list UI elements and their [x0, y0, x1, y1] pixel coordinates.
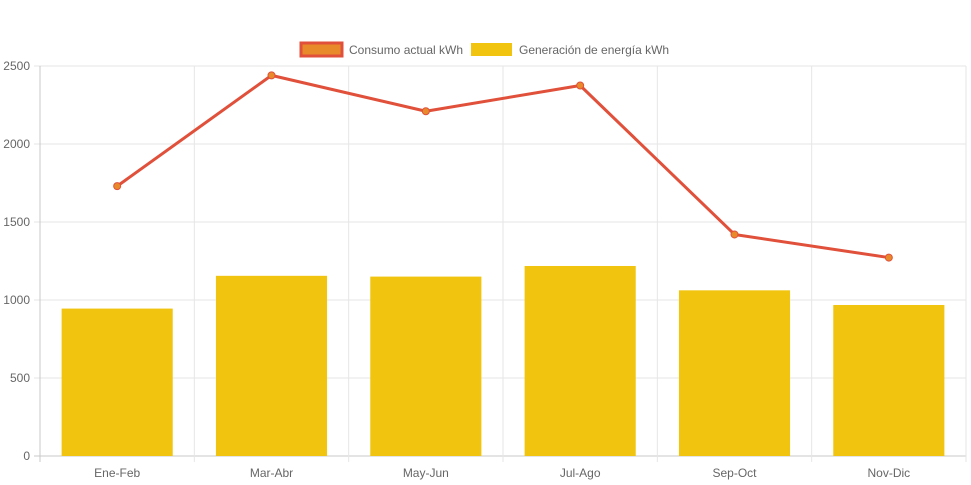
point-consumo[interactable]: [730, 230, 739, 239]
point-consumo[interactable]: [884, 253, 893, 262]
legend-item-line[interactable]: Consumo actual kWh: [299, 41, 463, 58]
bar-generacion[interactable]: [678, 290, 791, 456]
y-tick-label: 0: [23, 449, 30, 463]
bar-series: [61, 265, 945, 456]
x-axis-ticks: Ene-Feb Mar-Abr May-Jun Jul-Ago Sep-Oct Nov-D…: [94, 466, 910, 480]
bar-generacion[interactable]: [215, 275, 328, 456]
point-consumo[interactable]: [267, 71, 276, 80]
x-tick-label: Nov-Dic: [867, 466, 910, 480]
point-consumo[interactable]: [113, 182, 122, 191]
point-consumo[interactable]: [576, 81, 585, 90]
y-axis-ticks: 0 500 1000 1500 2000 2500: [3, 59, 30, 463]
x-tick-label: Jul-Ago: [560, 466, 601, 480]
bar-generacion[interactable]: [524, 265, 636, 456]
line-consumo: [116, 73, 890, 260]
line-series: [113, 71, 893, 262]
legend-swatch-generacion: [471, 43, 512, 56]
y-tick-label: 2500: [3, 59, 30, 73]
y-tick-label: 1000: [3, 293, 30, 307]
bar-generacion[interactable]: [833, 304, 945, 456]
point-consumo[interactable]: [421, 107, 430, 116]
y-tick-label: 500: [10, 371, 30, 385]
y-tick-label: 2000: [3, 137, 30, 151]
legend-item-bar[interactable]: Generación de energía kWh: [471, 43, 669, 57]
bar-generacion[interactable]: [370, 276, 482, 456]
legend-swatch-consumo: [299, 41, 344, 58]
legend-label-generacion: Generación de energía kWh: [519, 43, 669, 57]
legend: Consumo actual kWh Generación de energía…: [299, 41, 669, 58]
grid-lines: [34, 65, 967, 462]
x-tick-label: May-Jun: [403, 466, 449, 480]
legend-label-consumo: Consumo actual kWh: [349, 43, 463, 57]
y-tick-label: 1500: [3, 215, 30, 229]
x-tick-label: Ene-Feb: [94, 466, 140, 480]
bar-generacion[interactable]: [61, 308, 173, 456]
x-tick-label: Mar-Abr: [250, 466, 293, 480]
x-tick-label: Sep-Oct: [712, 466, 757, 480]
